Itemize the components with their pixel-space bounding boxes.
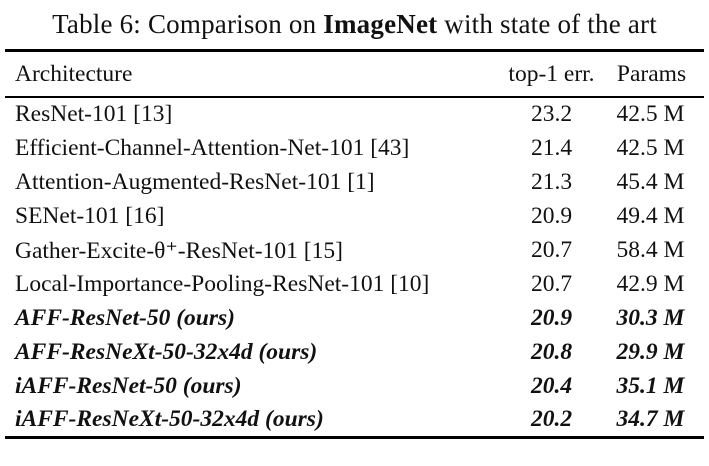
table-row: iAFF-ResNet-50 (ours) 20.4 35.1 M xyxy=(5,369,704,403)
top1-err-cell: 20.8 xyxy=(530,338,573,365)
caption-emphasis: ImageNet xyxy=(323,9,438,39)
architecture-cell: Gather-Excite-θ⁺-ResNet-101 [15] xyxy=(15,237,343,264)
params-cell: 30.3 M xyxy=(616,304,685,331)
table-row: iAFF-ResNeXt-50-32x4d (ours) 20.2 34.7 M xyxy=(5,403,704,437)
top1-err-cell: 23.2 xyxy=(530,101,573,127)
architecture-cell: Attention-Augmented-ResNet-101 [1] xyxy=(15,168,375,195)
header-params: Params xyxy=(616,60,687,87)
top1-err-cell: 20.4 xyxy=(530,372,573,399)
params-cell: 42.5 M xyxy=(616,134,685,161)
top1-err-cell: 20.9 xyxy=(530,202,573,229)
params-cell: 49.4 M xyxy=(616,202,685,229)
architecture-cell: ResNet-101 [13] xyxy=(15,101,173,127)
table-row: Gather-Excite-θ⁺-ResNet-101 [15] 20.7 58… xyxy=(5,233,704,267)
architecture-cell: iAFF-ResNeXt-50-32x4d (ours) xyxy=(15,405,324,432)
params-cell: 35.1 M xyxy=(616,372,685,399)
top1-err-cell: 20.9 xyxy=(530,304,573,331)
table-row: Local-Importance-Pooling-ResNet-101 [10]… xyxy=(5,267,704,301)
architecture-cell: AFF-ResNet-50 (ours) xyxy=(15,304,235,331)
architecture-cell: AFF-ResNeXt-50-32x4d (ours) xyxy=(15,338,318,365)
architecture-cell: iAFF-ResNet-50 (ours) xyxy=(15,372,242,399)
top1-err-cell: 20.7 xyxy=(530,270,573,297)
top1-err-cell: 21.4 xyxy=(530,134,573,161)
params-cell: 42.5 M xyxy=(616,101,685,127)
params-cell: 29.9 M xyxy=(616,338,685,365)
params-cell: 45.4 M xyxy=(616,168,685,195)
table-row: ResNet-101 [13] 23.2 42.5 M xyxy=(5,97,704,131)
params-cell: 58.4 M xyxy=(616,236,685,263)
top1-err-cell: 20.2 xyxy=(530,405,573,432)
caption-prefix: Table 6: Comparison on xyxy=(52,9,324,39)
table-row: Attention-Augmented-ResNet-101 [1] 21.3 … xyxy=(5,165,704,199)
table-body: ResNet-101 [13] 23.2 42.5 M Efficient-Ch… xyxy=(5,97,704,437)
header-row: Architecture top-1 err. Params xyxy=(5,50,704,97)
table-caption: Table 6: Comparison on ImageNet with sta… xyxy=(0,0,709,40)
architecture-cell: Local-Importance-Pooling-ResNet-101 [10] xyxy=(15,270,430,297)
params-cell: 42.9 M xyxy=(616,270,685,297)
table-header: Architecture top-1 err. Params xyxy=(5,50,704,97)
top1-err-cell: 21.3 xyxy=(530,168,573,195)
top1-err-cell: 20.7 xyxy=(530,236,573,263)
table-row: AFF-ResNeXt-50-32x4d (ours) 20.8 29.9 M xyxy=(5,335,704,369)
params-cell: 34.7 M xyxy=(616,405,685,432)
header-architecture: Architecture xyxy=(15,60,133,87)
table-row: Efficient-Channel-Attention-Net-101 [43]… xyxy=(5,131,704,165)
comparison-table: Architecture top-1 err. Params ResNet-10… xyxy=(5,49,704,439)
architecture-cell: Efficient-Channel-Attention-Net-101 [43] xyxy=(15,134,410,161)
header-top1-err: top-1 err. xyxy=(508,60,595,87)
caption-suffix: with state of the art xyxy=(437,9,657,39)
table-row: AFF-ResNet-50 (ours) 20.9 30.3 M xyxy=(5,301,704,335)
table-row: SENet-101 [16] 20.9 49.4 M xyxy=(5,199,704,233)
architecture-cell: SENet-101 [16] xyxy=(15,202,165,229)
